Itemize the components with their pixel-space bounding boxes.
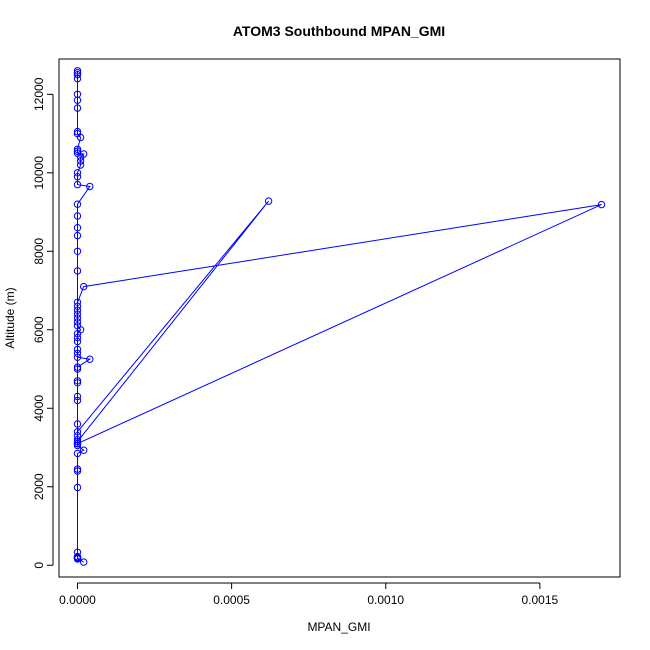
- data-point: [73, 345, 82, 354]
- y-tick-label: 10000: [32, 156, 46, 190]
- plot-frame: [58, 58, 621, 578]
- data-point: [73, 322, 82, 330]
- y-tick-label: 2000: [32, 473, 46, 500]
- data-point: [73, 90, 82, 99]
- x-tick-label: 0.0010: [367, 593, 404, 607]
- x-axis-label: MPAN_GMI: [307, 620, 370, 634]
- data-point: [73, 379, 82, 387]
- data-point: [73, 302, 82, 310]
- data-point: [73, 104, 82, 112]
- data-point: [264, 197, 273, 205]
- data-point: [73, 365, 82, 373]
- data-point: [73, 377, 82, 385]
- data-point: [80, 282, 88, 291]
- data-point: [73, 173, 82, 181]
- data-point: [73, 396, 82, 405]
- data-point: [73, 337, 82, 346]
- data-point: [73, 467, 82, 475]
- data-point: [73, 548, 82, 556]
- data-point: [73, 67, 82, 75]
- data-point: [73, 145, 82, 154]
- data-point: [73, 298, 82, 306]
- y-axis: 0 2000 4000 6000 8000 10000 12000: [32, 77, 54, 569]
- data-point: [76, 157, 85, 165]
- y-tick-label: 8000: [32, 238, 46, 265]
- data-point: [80, 558, 88, 566]
- y-tick-label: 12000: [32, 77, 46, 111]
- data-point: [73, 129, 82, 138]
- data-point: [73, 224, 82, 232]
- data-point: [73, 439, 82, 448]
- data-point: [73, 483, 82, 492]
- y-axis-label: Altitude (m): [3, 287, 17, 348]
- data-point: [73, 314, 82, 322]
- data-point: [73, 349, 82, 357]
- data-point: [73, 180, 82, 189]
- series-line: [77, 70, 602, 563]
- y-tick-label: 4000: [32, 395, 46, 422]
- data-point: [597, 200, 606, 209]
- data-point: [73, 127, 82, 136]
- data-point: [86, 182, 94, 191]
- data-point: [73, 353, 82, 361]
- data-point: [80, 446, 88, 454]
- data-point: [73, 247, 82, 256]
- data-point: [73, 436, 82, 444]
- data-point: [73, 149, 82, 157]
- data-point: [73, 363, 82, 371]
- x-tick-label: 0.0005: [213, 593, 250, 607]
- data-point: [73, 437, 82, 446]
- data-point: [73, 333, 82, 342]
- data-point: [73, 200, 82, 208]
- data-point: [73, 212, 82, 220]
- data-series: [73, 67, 606, 566]
- data-point: [73, 310, 82, 318]
- x-axis: 0.0000 0.0005 0.0010 0.0015: [59, 582, 559, 607]
- data-point: [73, 169, 82, 177]
- y-tick-label: 0: [32, 562, 46, 569]
- data-point: [73, 96, 82, 104]
- y-tick-label: 6000: [32, 316, 46, 343]
- data-point: [76, 161, 85, 169]
- data-point: [73, 69, 82, 77]
- data-point: [73, 318, 82, 326]
- data-point: [73, 71, 82, 79]
- data-point: [73, 306, 82, 314]
- data-point: [73, 147, 82, 155]
- data-point: [73, 553, 82, 562]
- data-point: [73, 231, 82, 240]
- data-point: [73, 465, 82, 473]
- data-point: [86, 355, 94, 363]
- data-point: [73, 441, 82, 450]
- x-tick-label: 0.0015: [522, 593, 559, 607]
- data-point: [73, 449, 82, 458]
- x-tick-label: 0.0000: [59, 593, 96, 607]
- data-point: [73, 428, 82, 436]
- data-point: [73, 420, 82, 428]
- data-point: [73, 267, 82, 275]
- chart-title: ATOM3 Southbound MPAN_GMI: [233, 23, 445, 39]
- data-point: [73, 392, 82, 401]
